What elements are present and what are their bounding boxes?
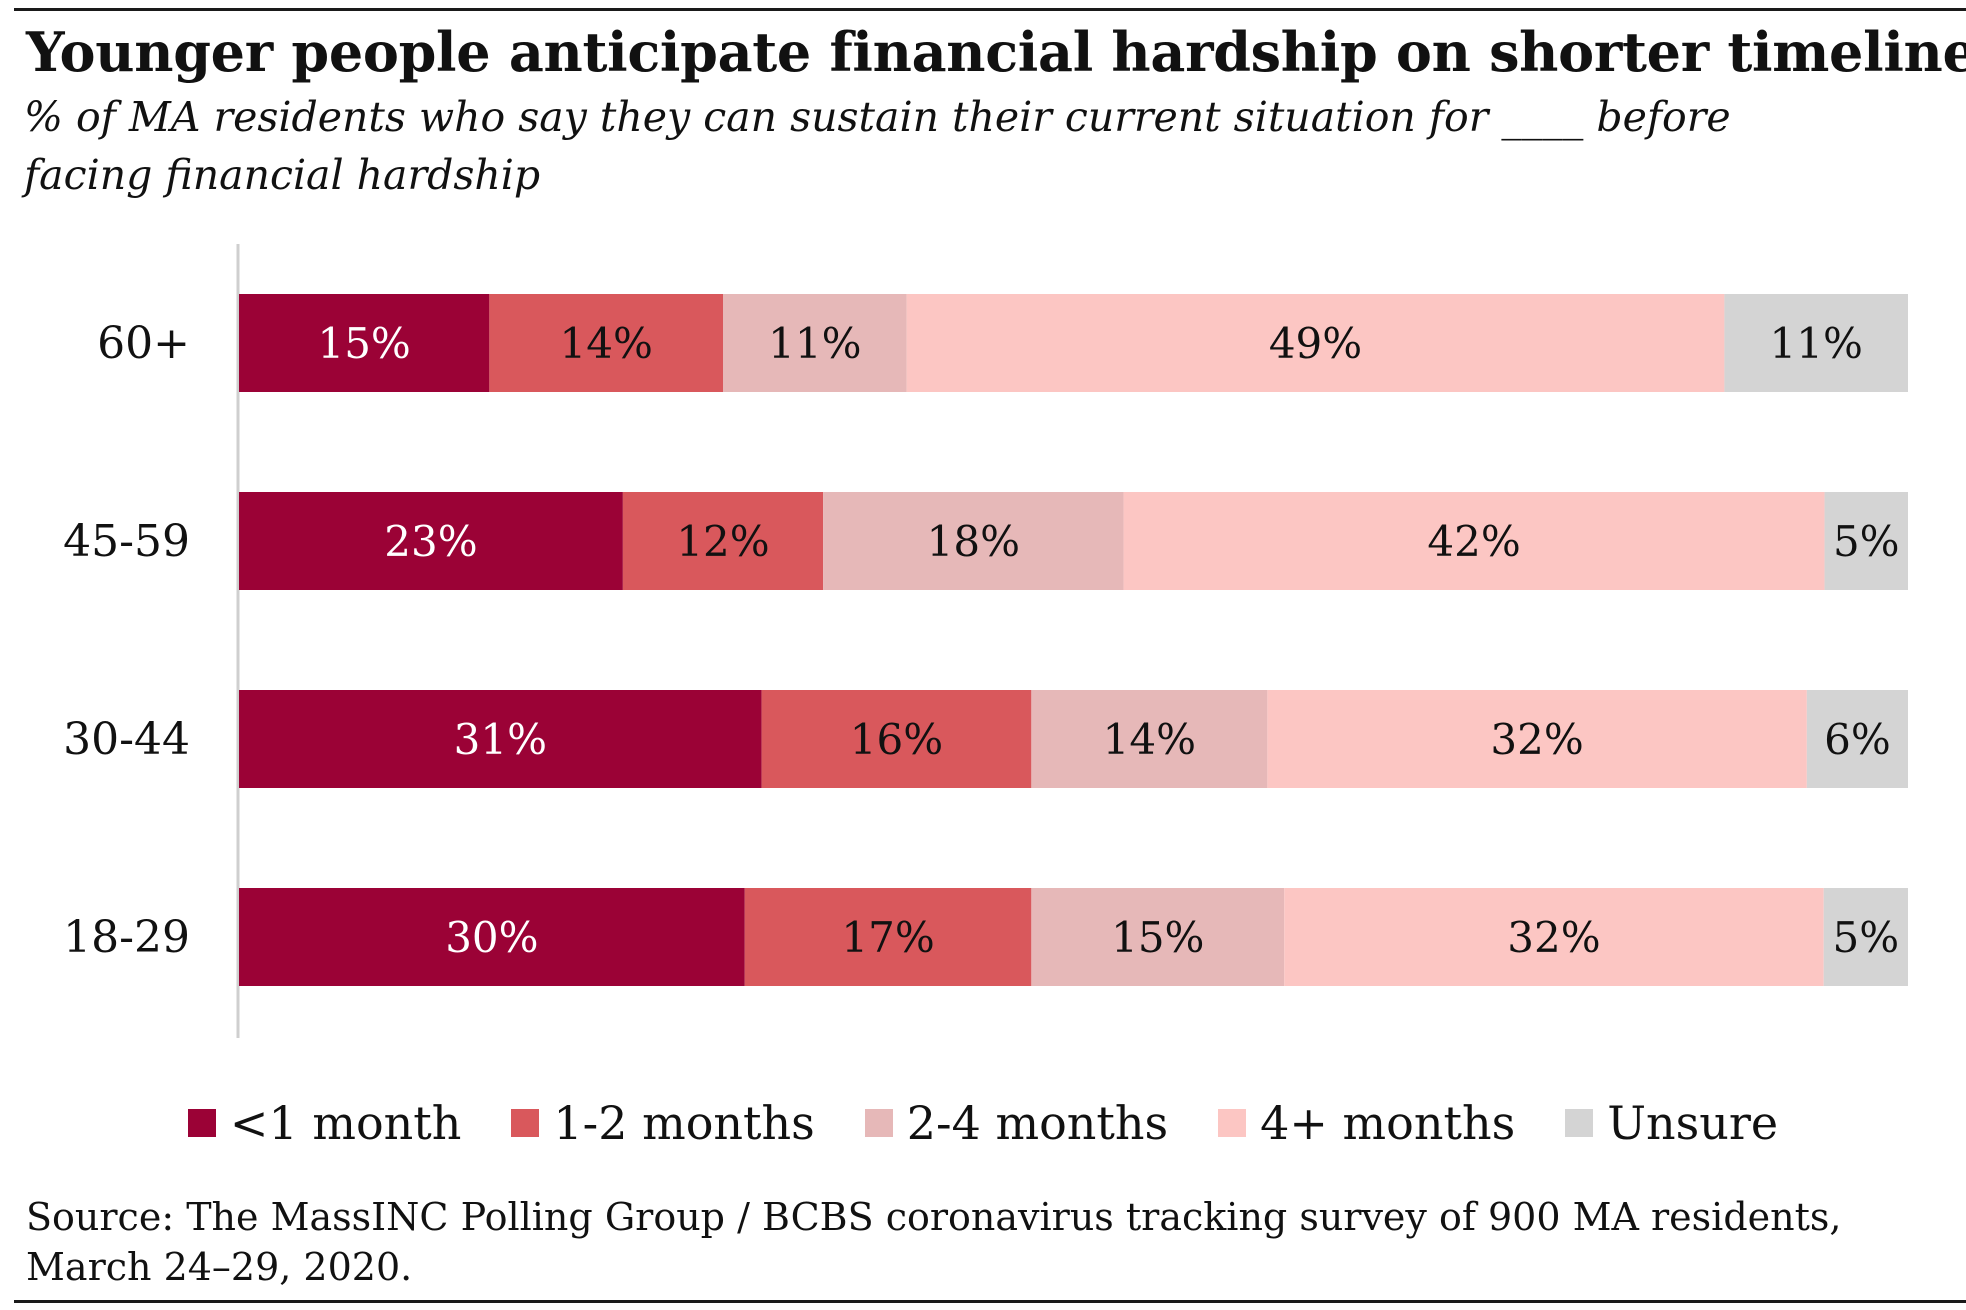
- legend-item-4plus-months: 4+ months: [1218, 1096, 1515, 1150]
- data-label-45-59-lt1-month: 23%: [384, 517, 477, 566]
- bottom-rule: [14, 1300, 1966, 1303]
- data-label-18-29-4plus-months: 32%: [1507, 913, 1600, 962]
- legend-swatch-4plus-months: [1218, 1109, 1247, 1137]
- bar-segment-18-29-unsure: [1823, 888, 1908, 986]
- data-label-30-44-unsure: 6%: [1824, 715, 1891, 764]
- data-label-18-29-unsure: 5%: [1833, 913, 1900, 962]
- bar-segment-60plus-4plus-months: [906, 294, 1725, 392]
- data-label-45-59-4plus-months: 42%: [1427, 517, 1520, 566]
- data-label-30-44-lt1-month: 31%: [454, 715, 547, 764]
- legend-item-lt1-month: <1 month: [187, 1096, 462, 1150]
- bar-segment-45-59-4plus-months: [1123, 492, 1825, 590]
- legend-swatch-lt1-month: [187, 1109, 216, 1137]
- legend-item-unsure: Unsure: [1565, 1096, 1778, 1150]
- bar-segment-45-59-2-4-months: [823, 492, 1124, 590]
- chart-title: Younger people anticipate financial hard…: [26, 20, 1966, 84]
- data-label-60plus-2-4-months: 11%: [768, 319, 861, 368]
- legend-label-2-4-months: 2-4 months: [906, 1096, 1169, 1150]
- bar-segment-30-44-2-4-months: [1031, 690, 1268, 788]
- bar-segment-30-44-4plus-months: [1267, 690, 1807, 788]
- legend-label-lt1-month: <1 month: [229, 1096, 462, 1150]
- data-label-45-59-2-4-months: 18%: [927, 517, 1020, 566]
- category-label-30-44: 30-44: [63, 714, 190, 765]
- bar-segment-45-59-1-2-months: [622, 492, 824, 590]
- bar-segment-60plus-1-2-months: [489, 294, 724, 392]
- bar-segment-18-29-1-2-months: [744, 888, 1032, 986]
- data-label-30-44-1-2-months: 16%: [850, 715, 943, 764]
- category-label-45-59: 45-59: [63, 516, 190, 567]
- legend-swatch-1-2-months: [511, 1109, 540, 1137]
- bar-segment-18-29-lt1-month: [239, 888, 745, 986]
- bar-segment-45-59-unsure: [1824, 492, 1908, 590]
- bar-segment-18-29-4plus-months: [1284, 888, 1824, 986]
- data-label-30-44-4plus-months: 32%: [1490, 715, 1583, 764]
- data-label-18-29-1-2-months: 17%: [841, 913, 934, 962]
- data-label-30-44-2-4-months: 14%: [1103, 715, 1196, 764]
- bar-segment-45-59-lt1-month: [239, 492, 623, 590]
- data-label-60plus-1-2-months: 14%: [560, 319, 653, 368]
- bar-segment-30-44-unsure: [1806, 690, 1908, 788]
- data-label-60plus-unsure: 11%: [1770, 319, 1863, 368]
- legend-swatch-2-4-months: [864, 1109, 893, 1137]
- source-note: Source: The MassINC Polling Group / BCBS…: [26, 1195, 1842, 1289]
- bar-segment-60plus-2-4-months: [723, 294, 907, 392]
- bar-segment-60plus-lt1-month: [239, 294, 490, 392]
- bar-segment-18-29-2-4-months: [1031, 888, 1285, 986]
- legend-label-1-2-months: 1-2 months: [553, 1096, 815, 1150]
- legend-item-1-2-months: 1-2 months: [511, 1096, 815, 1150]
- bar-segment-60plus-unsure: [1724, 294, 1908, 392]
- legend-item-2-4-months: 2-4 months: [864, 1096, 1169, 1150]
- chart-subtitle: % of MA residents who say they can susta…: [24, 93, 1731, 199]
- legend-label-4plus-months: 4+ months: [1260, 1096, 1516, 1150]
- top-rule: [14, 8, 1966, 11]
- data-label-60plus-lt1-month: 15%: [317, 319, 410, 368]
- stacked-bar-chart: 60+ 15% 14% 11% 49% 11% 45-59 23% 12% 18% 42% 5% 30-…: [63, 244, 1908, 1038]
- data-label-45-59-1-2-months: 12%: [676, 517, 769, 566]
- legend-swatch-unsure: [1565, 1109, 1594, 1137]
- chart-legend: <1 month 1-2 months 2-4 months 4+ months…: [0, 1088, 1966, 1158]
- data-label-18-29-lt1-month: 30%: [445, 913, 538, 962]
- bar-segment-30-44-lt1-month: [239, 690, 762, 788]
- bar-segment-30-44-1-2-months: [761, 690, 1032, 788]
- category-label-60plus: 60+: [97, 318, 190, 369]
- data-label-60plus-4plus-months: 49%: [1269, 319, 1362, 368]
- data-label-18-29-2-4-months: 15%: [1111, 913, 1204, 962]
- category-label-18-29: 18-29: [63, 912, 190, 963]
- data-label-45-59-unsure: 5%: [1833, 517, 1900, 566]
- legend-label-unsure: Unsure: [1607, 1096, 1779, 1150]
